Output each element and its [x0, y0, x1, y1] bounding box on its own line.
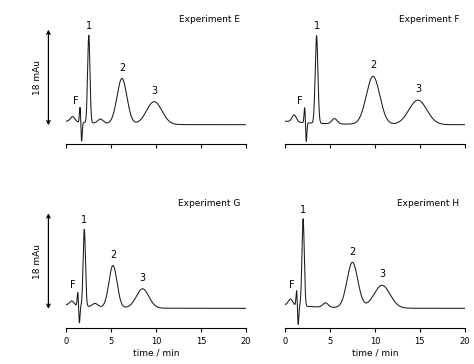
Text: 3: 3 [151, 86, 157, 96]
Text: 3: 3 [139, 273, 146, 283]
Text: 1: 1 [300, 205, 306, 215]
Text: 1: 1 [86, 21, 92, 31]
Text: Experiment H: Experiment H [397, 198, 459, 207]
Text: 1: 1 [313, 21, 319, 31]
X-axis label: time / min: time / min [133, 348, 179, 357]
X-axis label: time / min: time / min [352, 348, 398, 357]
Text: F: F [70, 280, 76, 290]
Text: 3: 3 [415, 84, 421, 94]
Text: 18 mAu: 18 mAu [33, 60, 42, 95]
Text: 1: 1 [81, 215, 87, 225]
Text: 3: 3 [379, 269, 385, 280]
Text: 2: 2 [119, 63, 125, 73]
Text: F: F [297, 96, 303, 106]
Text: 18 mAu: 18 mAu [33, 244, 42, 278]
Text: 2: 2 [110, 250, 116, 260]
Text: F: F [289, 280, 295, 290]
Text: 2: 2 [349, 247, 356, 257]
Text: Experiment G: Experiment G [178, 198, 240, 207]
Text: 2: 2 [370, 60, 376, 71]
Text: Experiment E: Experiment E [179, 15, 240, 24]
Text: F: F [73, 96, 78, 106]
Text: Experiment F: Experiment F [399, 15, 459, 24]
